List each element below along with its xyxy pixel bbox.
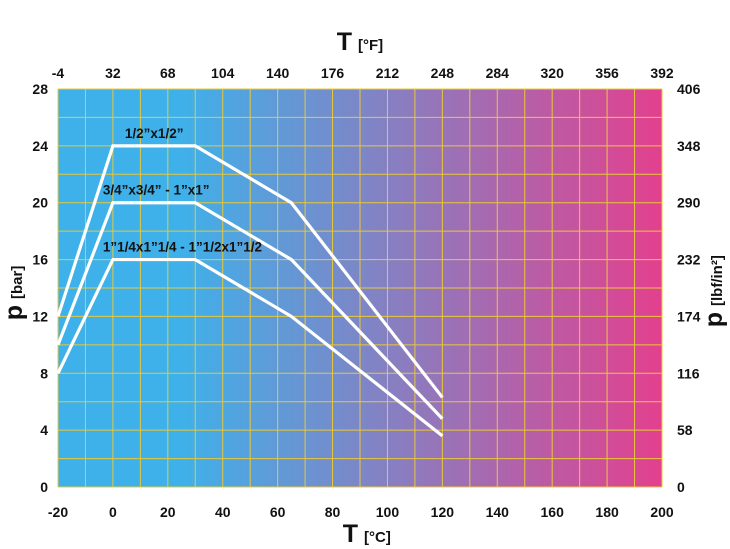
y2-tick-label: 58 [677,422,693,438]
series-line-1 [56,144,444,399]
x2-tick-label: 356 [595,65,619,81]
x2-tick-label: 176 [321,65,345,81]
series-lines [56,144,444,438]
x2-tick-label: 212 [376,65,400,81]
x-tick-label: 120 [431,504,455,520]
y2-tick-label: 174 [677,308,701,324]
x2-tick-label: 104 [211,65,235,81]
x2-axis-unit: [°F] [358,37,383,54]
x-tick-label: 160 [541,504,565,520]
x-tick-label: 20 [160,504,176,520]
y2-axis-title: p [700,312,728,327]
x2-tick-label: 32 [105,65,121,81]
x-tick-label: 80 [325,504,341,520]
x-tick-label: 200 [650,504,674,520]
x2-tick-label: 248 [431,65,455,81]
y-tick-label: 16 [32,252,48,268]
y-axis-title: p [0,305,28,320]
grid-lines [57,88,663,488]
y-tick-label: 24 [32,138,48,154]
series-label-1: 1/2”x1/2” [125,126,184,141]
x-tick-label: 0 [109,504,117,520]
x2-tick-label: 392 [650,65,674,81]
y-tick-label: 0 [40,479,48,495]
y2-tick-label: 232 [677,252,701,268]
x-axis-unit: [°C] [364,529,391,546]
y2-tick-label: 406 [677,81,701,97]
x-tick-label: 60 [270,504,286,520]
x-tick-label: 180 [595,504,619,520]
y-tick-label: 12 [32,308,48,324]
y-tick-label: 28 [32,81,48,97]
x2-tick-label: 140 [266,65,290,81]
x2-axis-title: T [337,28,352,56]
x2-tick-label: 320 [541,65,565,81]
y-axis-unit: [bar] [9,266,26,299]
y2-tick-label: 116 [677,365,700,381]
x-tick-label: 140 [486,504,510,520]
x2-tick-label: 284 [486,65,510,81]
x2-tick-label: 68 [160,65,176,81]
x2-tick-label: -4 [52,65,65,81]
y-tick-label: 20 [32,195,48,211]
series-line-2 [56,201,444,420]
series-label-3: 1”1/4x1”1/4 - 1”1/2x1”1/2 [103,240,262,255]
y-tick-label: 4 [40,422,48,438]
x-tick-label: 40 [215,504,231,520]
series-line-3 [56,257,444,438]
x-tick-label: 100 [376,504,400,520]
x-axis-title: T [343,520,358,548]
series-labels: 1/2”x1/2” 3/4”x3/4” - 1”x1” 1”1/4x1”1/4 - … [103,126,262,255]
x-tick-label: -20 [48,504,68,520]
y2-tick-label: 290 [677,195,701,211]
y-tick-label: 8 [40,365,48,381]
y2-tick-label: 0 [677,479,685,495]
series-label-2: 3/4”x3/4” - 1”x1” [103,183,210,198]
y2-axis-unit: [lbf/in²] [709,255,726,306]
tick-labels: -20 0 20 40 60 80 100 120 140 160 180 200-4 32 68 104 1… [32,65,700,520]
y2-tick-label: 348 [677,138,701,154]
